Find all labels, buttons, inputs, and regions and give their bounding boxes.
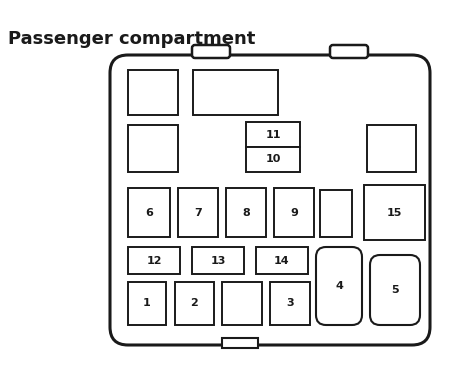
- Bar: [270, 282, 310, 325]
- Bar: [246, 122, 300, 147]
- FancyBboxPatch shape: [192, 45, 230, 58]
- Bar: [128, 282, 166, 325]
- Text: 14: 14: [274, 255, 290, 265]
- Bar: [222, 282, 262, 325]
- Text: 12: 12: [146, 255, 162, 265]
- Bar: [226, 188, 266, 237]
- Bar: [367, 125, 416, 172]
- Text: 6: 6: [145, 208, 153, 217]
- Text: 7: 7: [194, 208, 202, 217]
- Bar: [222, 338, 258, 348]
- FancyBboxPatch shape: [316, 247, 362, 325]
- Text: 3: 3: [286, 299, 294, 309]
- Bar: [364, 185, 425, 240]
- Text: 5: 5: [391, 285, 399, 295]
- Bar: [193, 70, 278, 115]
- Text: Passenger compartment: Passenger compartment: [8, 30, 255, 48]
- Bar: [128, 70, 178, 115]
- Text: 4: 4: [335, 281, 343, 291]
- Text: 2: 2: [191, 299, 199, 309]
- Text: 1: 1: [143, 299, 151, 309]
- FancyBboxPatch shape: [370, 255, 420, 325]
- Bar: [274, 188, 314, 237]
- Bar: [128, 125, 178, 172]
- Text: 9: 9: [290, 208, 298, 217]
- Bar: [256, 247, 308, 274]
- Bar: [246, 147, 300, 172]
- Bar: [175, 282, 214, 325]
- Text: 11: 11: [265, 130, 281, 139]
- Text: 13: 13: [210, 255, 226, 265]
- Bar: [178, 188, 218, 237]
- Text: 10: 10: [265, 154, 281, 164]
- Bar: [128, 188, 170, 237]
- Text: 15: 15: [387, 208, 402, 217]
- FancyBboxPatch shape: [110, 55, 430, 345]
- Bar: [192, 247, 244, 274]
- FancyBboxPatch shape: [330, 45, 368, 58]
- Bar: [128, 247, 180, 274]
- Text: 8: 8: [242, 208, 250, 217]
- Bar: [320, 190, 352, 237]
